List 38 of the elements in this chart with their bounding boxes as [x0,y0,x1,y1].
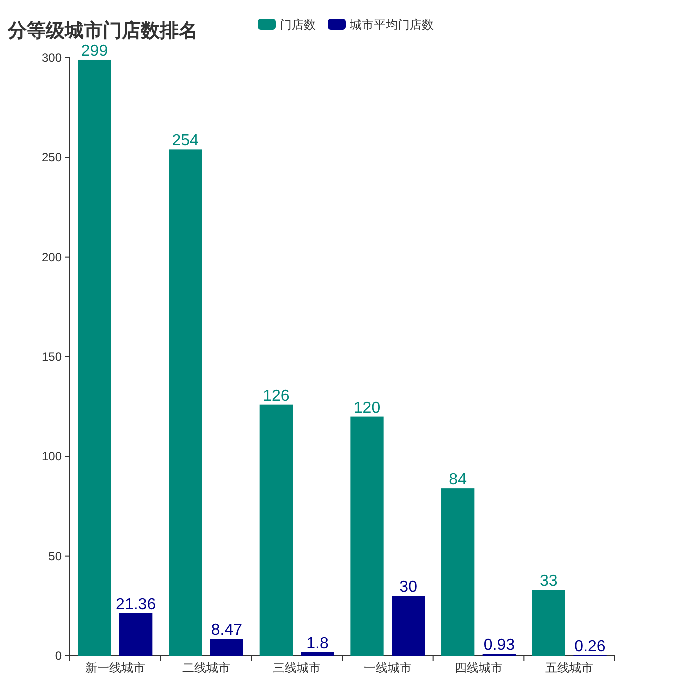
bar [78,60,112,656]
bar [350,416,384,656]
bar [301,652,334,656]
data-label: 1.8 [306,635,329,652]
data-label: 30 [400,579,418,596]
x-tick-label: 新一线城市 [85,661,146,675]
bar [120,613,153,656]
data-label: 84 [449,472,468,489]
bar [210,639,244,656]
data-label: 33 [540,573,558,590]
title: 分等级城市门店数排名 [8,21,198,42]
data-label: 21.36 [116,596,156,614]
y-tick-label: 300 [42,51,62,65]
y-tick-label: 0 [55,649,62,663]
x-tick-label: 二线城市 [182,661,230,675]
bar [442,488,475,656]
data-label: 299 [81,42,108,60]
bar [532,590,566,656]
bar [169,150,202,656]
x-tick-label: 三线城市 [273,661,322,675]
y-tick-label: 50 [48,549,62,564]
x-tick-label: 一线城市 [364,661,412,675]
legend-label: 城市平均门店数 [349,18,434,32]
data-label: 126 [263,388,290,405]
bar [260,404,293,656]
bar [392,596,426,656]
data-label: 0.93 [484,637,516,654]
x-tick-label: 五线城市 [546,661,594,675]
legend-label: 门店数 [280,18,316,32]
data-label: 0.26 [574,638,606,656]
y-tick-label: 150 [42,350,62,364]
data-label: 8.47 [211,622,243,640]
data-label: 120 [354,400,381,417]
y-tick-label: 250 [42,150,62,165]
x-tick-label: 四线城市 [454,661,503,675]
data-label: 254 [172,132,200,150]
y-tick-label: 100 [42,450,62,464]
y-tick-label: 200 [42,250,62,264]
